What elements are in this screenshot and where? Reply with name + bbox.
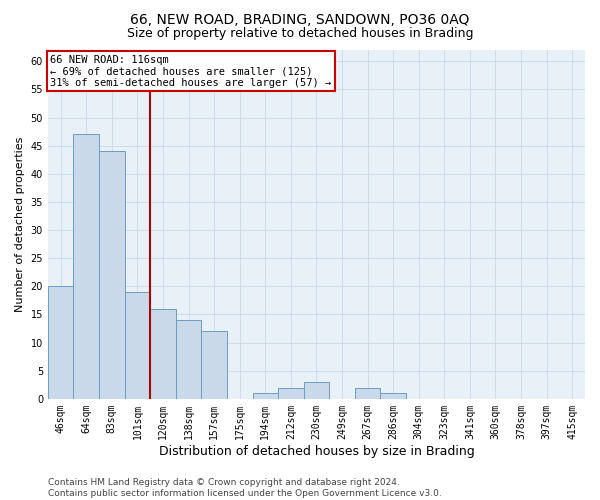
Text: 66 NEW ROAD: 116sqm
← 69% of detached houses are smaller (125)
31% of semi-detac: 66 NEW ROAD: 116sqm ← 69% of detached ho… (50, 54, 332, 88)
Bar (278, 388, 304, 399)
Bar (125, 292, 150, 399)
Bar (73, 134, 99, 399)
X-axis label: Distribution of detached houses by size in Brading: Distribution of detached houses by size … (158, 444, 475, 458)
Y-axis label: Number of detached properties: Number of detached properties (15, 136, 25, 312)
Bar (355, 388, 380, 399)
Text: 66, NEW ROAD, BRADING, SANDOWN, PO36 0AQ: 66, NEW ROAD, BRADING, SANDOWN, PO36 0AQ (130, 12, 470, 26)
Bar (202, 332, 227, 399)
Bar (176, 320, 202, 399)
Bar (99, 152, 125, 399)
Text: Contains HM Land Registry data © Crown copyright and database right 2024.
Contai: Contains HM Land Registry data © Crown c… (48, 478, 442, 498)
Bar (48, 286, 73, 399)
Bar (304, 382, 329, 399)
Text: Size of property relative to detached houses in Brading: Size of property relative to detached ho… (127, 28, 473, 40)
Bar (150, 309, 176, 399)
Bar (253, 393, 278, 399)
Bar (380, 393, 406, 399)
